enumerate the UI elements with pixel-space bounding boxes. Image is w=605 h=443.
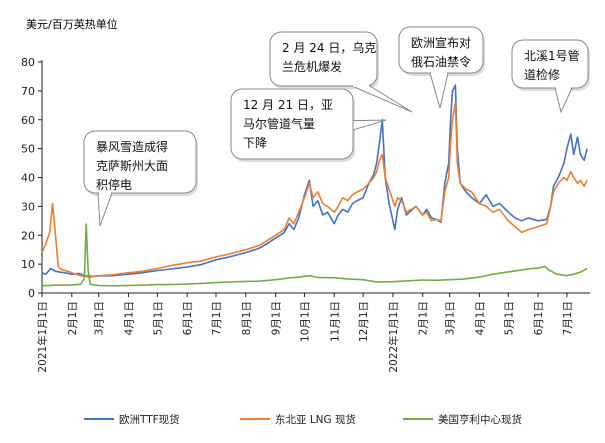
series-line-3 — [41, 223, 588, 287]
y-tick-label: 10 — [21, 258, 35, 271]
y-axis: 0 10 20 30 40 50 60 70 80 — [21, 56, 43, 300]
x-tick-label: 3月1日 — [445, 301, 457, 335]
callout-text-line: 克萨斯州大面 — [96, 159, 168, 173]
x-tick-label: 5月1日 — [152, 301, 164, 335]
y-tick-label: 40 — [21, 172, 35, 185]
callout-box — [269, 31, 378, 87]
callout-pointer — [429, 72, 449, 109]
y-tick-label: 50 — [21, 143, 35, 156]
callout-text-line: 暴风雪造成得 — [96, 139, 168, 154]
y-tick-label: 30 — [21, 200, 35, 213]
x-tick-label: 10月1日 — [299, 301, 311, 342]
x-tick-label: 2月1日 — [67, 301, 79, 335]
callout-pointer — [97, 192, 113, 227]
series-line-2 — [41, 101, 588, 278]
x-tick-label: 9月1日 — [271, 301, 283, 335]
x-tick-label: 2021年1月1日 — [36, 301, 49, 373]
callout-text-line: 道检修 — [524, 67, 560, 82]
x-tick-label: 11月1日 — [329, 301, 341, 342]
x-tick-label: 7月1日 — [211, 301, 223, 335]
callout-seam — [336, 120, 353, 131]
x-tick-label: 2022年1月1日 — [387, 301, 400, 373]
x-tick-label: 4月1日 — [124, 301, 136, 335]
callout-text-line: 马尔管道气量 — [243, 116, 315, 131]
y-tick-label: 20 — [21, 229, 35, 242]
callout-box — [83, 130, 197, 194]
y-tick-label: 0 — [28, 287, 35, 300]
x-tick-label: 8月1日 — [241, 301, 253, 335]
callout-box — [511, 39, 589, 89]
callout-pointer — [554, 87, 573, 114]
callout-text-line: 兰危机爆发 — [282, 59, 342, 74]
callout-text-line: 北溪1号管 — [524, 48, 580, 63]
legend-label-3: 美国亨利中心现货 — [438, 413, 522, 426]
series-lines — [41, 84, 588, 287]
x-tick-label: 7月1日 — [562, 301, 574, 335]
callout-pointer — [351, 85, 413, 113]
x-axis: 2021年1月1日 2月1日 3月1日 4月1日 5月1日 6月1日 7月1日 8月1日 9月1… — [36, 292, 590, 373]
legend: 欧洲TTF现货 东北亚 LNG 现货 美国亨利中心现货 — [84, 413, 522, 426]
callout-text-line: 2 月 24 日，乌克 — [282, 40, 376, 55]
callout-text-line: 积停电 — [96, 177, 132, 192]
y-tick-label: 60 — [21, 114, 35, 127]
callout-text-line: 12 月 21 日，亚 — [243, 98, 333, 112]
callout-text-line: 俄石油禁令 — [411, 54, 471, 69]
x-tick-label: 12月1日 — [358, 301, 370, 342]
y-tick-label: 80 — [21, 56, 35, 69]
y-tick-label: 70 — [21, 85, 35, 98]
legend-label-2: 东北亚 LNG 现货 — [275, 413, 356, 426]
x-tick-label: 4月1日 — [474, 301, 486, 335]
y-axis-unit-label: 美元/百万英热单位 — [26, 17, 118, 31]
x-tick-label: 3月1日 — [94, 301, 106, 335]
legend-label-1: 欧洲TTF现货 — [119, 413, 180, 426]
callout-text-line: 欧洲宣布对 — [411, 35, 471, 50]
x-tick-label: 6月1日 — [533, 301, 545, 335]
callout-text-line: 下降 — [243, 136, 267, 150]
x-tick-label: 2月1日 — [418, 301, 430, 335]
x-tick-label: 6月1日 — [182, 301, 194, 335]
series-line-1 — [41, 84, 588, 278]
x-tick-label: 5月1日 — [503, 301, 515, 335]
